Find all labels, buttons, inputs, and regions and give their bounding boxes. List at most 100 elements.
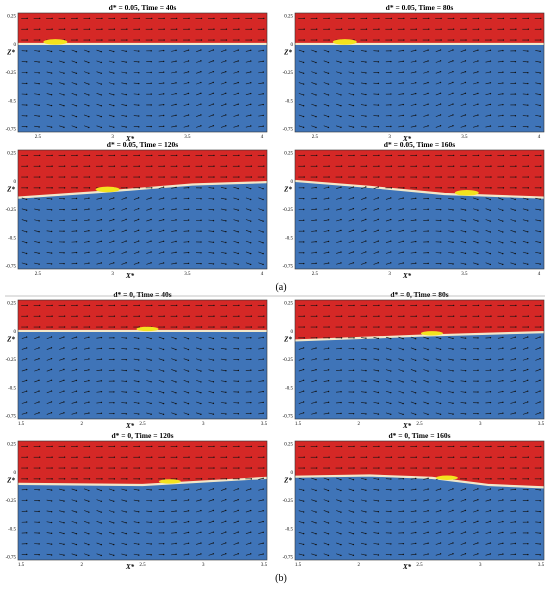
velocity-arrow [233,125,239,128]
arrow-head [390,391,392,394]
arrow-head [113,326,116,328]
arrow-head [527,315,530,317]
velocity-arrow [84,82,89,85]
arrow-head [200,326,203,328]
x-tick-label: 2 [358,422,361,427]
velocity-arrow [84,92,89,96]
velocity-arrow [311,553,317,556]
arrow-head [303,230,305,232]
arrow-head [415,521,417,523]
velocity-arrow [410,499,416,502]
arrow-head [26,71,28,74]
arrow-head [377,218,379,221]
arrow-head [25,379,28,382]
velocity-arrow [460,230,466,233]
arrow-head [377,126,380,128]
velocity-arrow [336,125,342,128]
arrow-head [540,39,542,41]
velocity-arrow [410,532,416,534]
velocity-arrow [133,553,139,556]
velocity-arrow [423,336,429,339]
arrow-head [101,326,103,328]
arrow-head [262,93,264,95]
arrow-head [76,456,78,458]
arrow-head [100,126,102,129]
arrow-head [402,49,405,52]
arrow-head [315,401,317,403]
arrow-head [50,94,53,96]
velocity-arrow [96,197,102,200]
arrow-head [88,115,90,118]
arrow-head [427,477,429,479]
arrow-head [175,445,178,448]
arrow-head [63,347,65,349]
arrow-head [452,252,454,254]
arrow-head [137,218,140,221]
arrow-head [303,445,305,448]
arrow-head [415,82,417,84]
arrow-head [353,467,355,469]
water-region [18,330,267,419]
velocity-arrow [361,186,366,190]
arrow-head [365,61,367,63]
velocity-arrow [460,380,466,382]
velocity-arrow [410,358,416,361]
arrow-head [464,520,467,522]
arrow-head [340,391,342,393]
velocity-arrow [46,82,52,85]
velocity-arrow [311,380,317,383]
arrow-head [63,115,65,118]
velocity-arrow [34,347,40,350]
arrow-head [352,522,355,524]
velocity-arrow [208,219,214,221]
velocity-arrow [133,126,139,128]
velocity-arrow [21,230,27,233]
arrow-head [237,553,239,555]
z-tick-label: 0.25 [7,302,16,307]
arrow-head [440,154,442,157]
arrow-head [377,71,380,74]
velocity-arrow [96,71,102,74]
arrow-head [212,488,215,490]
arrow-head [402,71,405,73]
velocity-arrow [336,240,342,243]
arrow-head [403,187,405,189]
arrow-head [200,445,203,448]
arrow-head [50,336,53,338]
arrow-head [377,186,379,188]
velocity-arrow [448,358,454,361]
velocity-arrow [298,488,304,491]
velocity-arrow [311,347,317,350]
velocity-arrow [220,114,226,117]
velocity-arrow [535,380,541,383]
arrow-head [327,115,330,118]
arrow-head [439,499,442,501]
arrow-head [138,391,140,394]
arrow-head [212,348,215,350]
velocity-arrow [360,115,366,117]
z-axis-label: Z* [6,336,15,344]
arrow-head [125,511,127,513]
arrow-head [303,315,305,317]
arrow-head [76,39,78,41]
arrow-head [163,17,165,20]
velocity-arrow [410,252,416,254]
velocity-arrow [233,71,239,74]
panel-frame [17,12,268,133]
velocity-arrow [348,208,354,211]
velocity-arrow [423,499,429,502]
velocity-arrow [133,208,139,211]
arrow-head [200,176,203,178]
velocity-arrow [336,82,342,85]
arrow-head [303,154,305,157]
velocity-arrow [423,49,429,52]
velocity-arrow [510,240,516,244]
velocity-arrow [146,358,152,361]
arrow-head [38,230,40,233]
velocity-arrow [410,379,416,383]
arrow-head [315,412,317,414]
velocity-arrow [245,521,251,524]
arrow-head [365,337,367,339]
velocity-arrow [473,71,479,74]
arrow-head [539,230,541,233]
